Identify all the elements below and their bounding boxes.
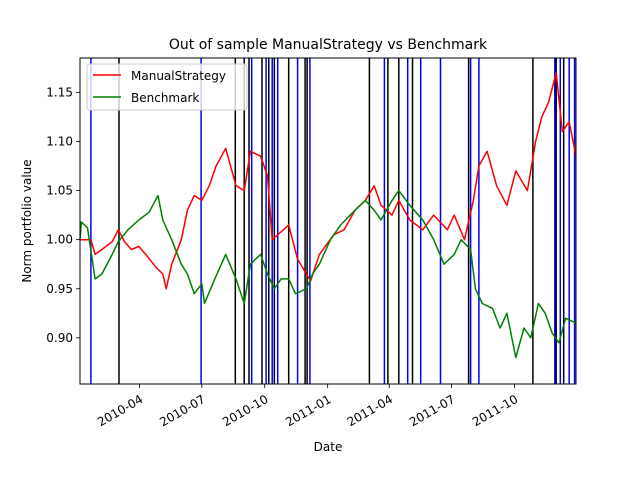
- series-line-manualstrategy: [80, 71, 577, 290]
- signal-lines: [90, 58, 576, 384]
- series-line-benchmark: [79, 189, 577, 359]
- y-axis: 0.90 0.95 1.00 1.05 1.10 1.15: [46, 85, 80, 345]
- legend-label-manualstrategy: ManualStrategy: [131, 69, 226, 83]
- y-tick-label: 1.05: [46, 184, 73, 198]
- chart-title: Out of sample ManualStrategy vs Benchmar…: [169, 37, 488, 53]
- x-axis-label: Date: [314, 440, 343, 454]
- legend: ManualStrategy Benchmark: [86, 63, 248, 111]
- series-layer: [79, 71, 577, 359]
- y-tick-label: 0.90: [46, 331, 73, 345]
- y-axis-label: Norm portfolio value: [20, 159, 34, 282]
- y-tick-label: 1.10: [46, 134, 73, 148]
- y-tick-label: 1.15: [46, 85, 73, 99]
- legend-box: [86, 63, 248, 111]
- legend-label-benchmark: Benchmark: [131, 91, 199, 105]
- y-tick-label: 0.95: [46, 282, 73, 296]
- y-tick-label: 1.00: [46, 233, 73, 247]
